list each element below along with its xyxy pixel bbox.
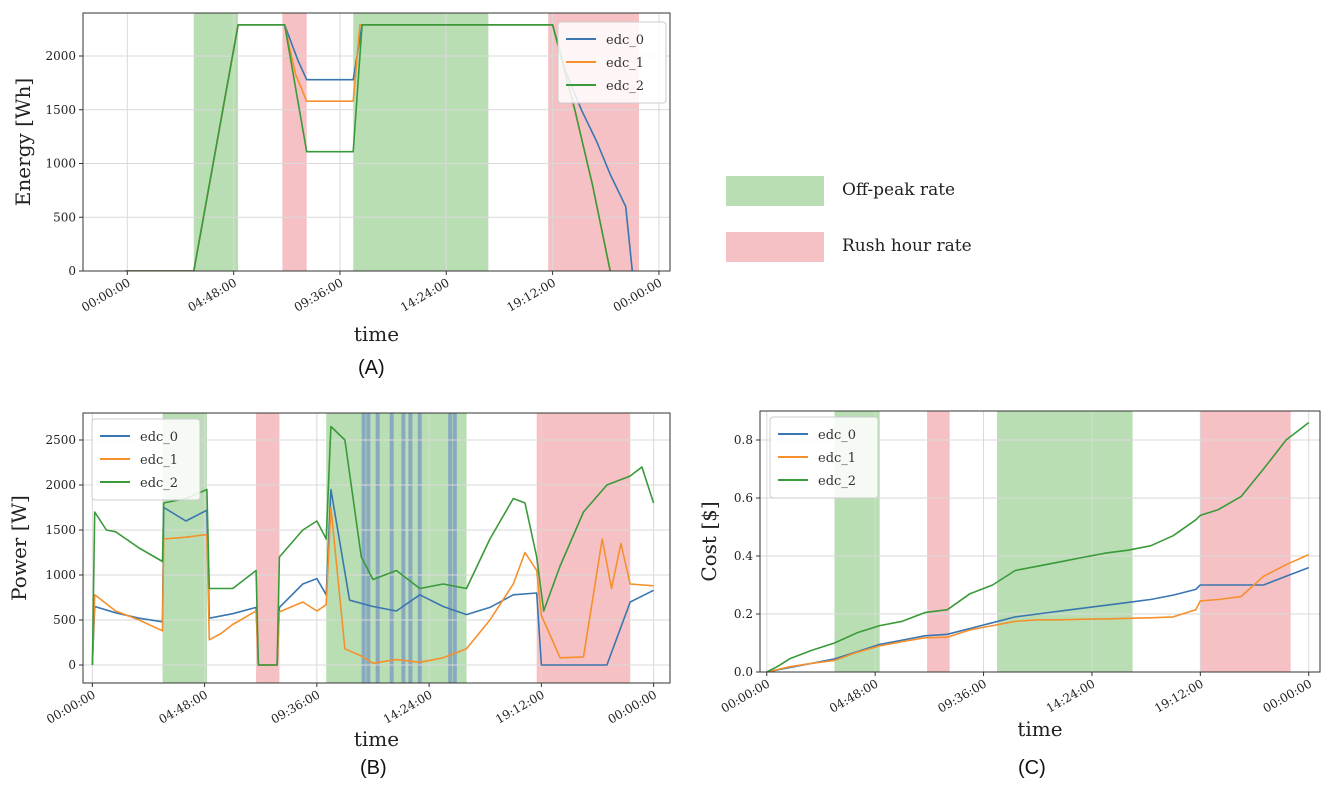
chart-c: 00:00:00 04:48:00 09:36:00 14:24:00 19:12:00… (697, 410, 1321, 741)
y-tick-label: 0.2 (734, 607, 753, 621)
x-tick-label: 04:48:00 (156, 687, 210, 726)
y-tick-label: 0.6 (734, 491, 753, 505)
y-tick-label: 1500 (45, 103, 76, 117)
legend-label-edc-0: edc_0 (606, 33, 644, 48)
legend-label-edc-0: edc_0 (140, 430, 178, 445)
y-tick-label: 500 (53, 613, 76, 627)
y-tick-label: 1000 (45, 157, 76, 171)
series-line-edc-2 (125, 24, 611, 271)
legend-label-edc-2: edc_2 (140, 476, 178, 491)
plot-frame (759, 410, 1321, 673)
legend-offpeak-swatch (726, 176, 824, 206)
plot-frame (82, 412, 671, 684)
x-tick-label: 00:00:00 (1261, 676, 1315, 715)
y-tick-label: 0.4 (734, 549, 753, 563)
x-tick-label: 14:24:00 (398, 275, 452, 314)
series-legend: edc_0 edc_1 edc_2 (557, 21, 667, 104)
x-tick-label: 04:48:00 (185, 275, 239, 314)
rate-bands (162, 413, 631, 683)
legend-label-edc-1: edc_1 (606, 56, 644, 71)
rush-band (256, 413, 280, 683)
panel-label-b: (B) (360, 757, 387, 779)
chart-b: 00:00:00 04:48:00 09:36:00 14:24:00 19:12:00… (7, 412, 671, 751)
x-tick-label: 09:36:00 (269, 687, 323, 726)
legend-label-edc-1: edc_1 (818, 451, 856, 466)
x-tick-label: 14:24:00 (381, 687, 435, 726)
legend-rush: Rush hour rate (726, 232, 1086, 262)
x-tick-label: 00:00:00 (719, 676, 773, 715)
y-tick-label: 2500 (45, 433, 76, 447)
legend-label-edc-2: edc_2 (606, 79, 644, 94)
series-lines (125, 24, 634, 271)
x-tick-label: 00:00:00 (44, 687, 98, 726)
x-tick-label: 00:00:00 (611, 275, 665, 314)
panel-label-c: (C) (1018, 757, 1046, 779)
plot-frame (82, 12, 671, 272)
x-tick-label: 00:00:00 (79, 275, 133, 314)
y-tick-label: 0.0 (734, 665, 753, 679)
chart-a: 00:00:00 04:48:00 09:36:00 14:24:00 19:12:00… (11, 12, 671, 346)
y-tick-label: 0 (68, 658, 76, 672)
y-tick-label: 1500 (45, 523, 76, 537)
series-line-edc-1 (91, 506, 654, 666)
x-tick-label: 19:12:00 (1152, 676, 1206, 715)
y-axis-title: Energy [Wh] (11, 78, 35, 206)
series-legend-box (769, 416, 879, 499)
offpeak-band (353, 13, 489, 271)
legend-rush-label: Rush hour rate (842, 236, 972, 256)
rush-band (927, 411, 950, 672)
y-tick-label: 2000 (45, 49, 76, 63)
series-lines (766, 421, 1310, 672)
y-tick-label: 0.8 (734, 433, 753, 447)
y-tick-label: 0 (68, 264, 76, 278)
legend-rush-swatch (726, 232, 824, 262)
legend-offpeak: Off-peak rate (726, 176, 1086, 206)
legend-label-edc-0: edc_0 (818, 428, 856, 443)
x-tick-label: 00:00:00 (605, 687, 659, 726)
rate-legend: Off-peak rate Rush hour rate (726, 176, 1086, 266)
offpeak-band (326, 413, 467, 683)
series-line-edc-2 (91, 425, 655, 666)
x-axis-title: time (354, 322, 399, 346)
x-tick-label: 14:24:00 (1044, 676, 1098, 715)
x-tick-label: 19:12:00 (493, 687, 547, 726)
y-axis-title: Power [W] (7, 495, 31, 601)
series-line-edc-2 (766, 421, 1310, 672)
x-tick-label: 09:36:00 (292, 275, 346, 314)
series-legend: edc_0 edc_1 edc_2 (91, 418, 201, 501)
series-legend: edc_0 edc_1 edc_2 (769, 416, 879, 499)
panel-label-a: (A) (358, 357, 385, 379)
offpeak-band (997, 411, 1133, 672)
x-axis-title: time (1017, 717, 1062, 741)
series-lines (91, 425, 655, 666)
series-line-edc-1 (766, 553, 1310, 672)
x-tick-label: 19:12:00 (504, 275, 558, 314)
series-legend-box (557, 21, 667, 104)
x-axis-title: time (354, 727, 399, 751)
legend-label-edc-1: edc_1 (140, 453, 178, 468)
legend-label-edc-2: edc_2 (818, 474, 856, 489)
rate-bands (834, 411, 1291, 672)
x-tick-label: 09:36:00 (935, 676, 989, 715)
y-tick-label: 500 (53, 210, 76, 224)
rush-band (536, 413, 631, 683)
rush-band (1200, 411, 1291, 672)
series-legend-box (91, 418, 201, 501)
y-axis-title: Cost [$] (697, 501, 721, 581)
x-tick-label: 04:48:00 (827, 676, 881, 715)
legend-offpeak-label: Off-peak rate (842, 180, 956, 200)
y-tick-label: 1000 (45, 568, 76, 582)
y-tick-label: 2000 (45, 478, 76, 492)
